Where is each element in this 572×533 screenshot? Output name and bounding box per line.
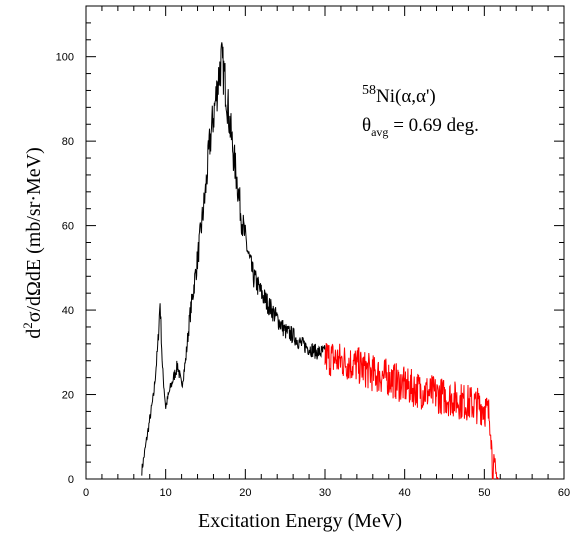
x-axis-ticks: 0 10 20 30 40 50 60 xyxy=(83,6,570,499)
reaction-text: Ni(α,α') xyxy=(376,86,436,107)
angle-subscript: avg xyxy=(371,125,388,139)
y-axis-title-rest: σ/dΩdE (mb/sr·MeV) xyxy=(23,147,45,322)
x-tick-label: 10 xyxy=(160,487,172,499)
reaction-mass-number: 58 xyxy=(362,83,376,98)
x-axis-title: Excitation Energy (MeV) xyxy=(198,510,402,532)
x-tick-label: 0 xyxy=(83,487,89,499)
x-tick-label: 40 xyxy=(399,487,411,499)
y-tick-label: 40 xyxy=(62,305,74,317)
y-axis-ticks: 0 20 40 60 80 100 xyxy=(56,5,564,486)
y-tick-label: 0 xyxy=(68,474,74,486)
angle-symbol: θ xyxy=(362,115,371,136)
y-tick-label: 60 xyxy=(62,221,74,233)
angle-text: = 0.69 deg. xyxy=(388,115,478,136)
spectrum-trace-red xyxy=(324,342,500,480)
angle-annotation: θavg = 0.69 deg. xyxy=(362,115,479,139)
x-tick-label: 60 xyxy=(558,487,570,499)
y-axis-title-d: d xyxy=(23,329,45,339)
series-layer xyxy=(141,42,500,480)
x-tick-label: 50 xyxy=(478,487,490,499)
y-tick-label: 20 xyxy=(62,390,74,402)
plot-frame xyxy=(85,5,565,480)
y-axis-title: d2σ/dΩdE (mb/sr·MeV) xyxy=(20,147,45,339)
x-tick-label: 30 xyxy=(319,487,331,499)
y-axis-title-exponent: 2 xyxy=(20,322,35,329)
reaction-annotation: 58Ni(α,α') xyxy=(362,83,436,107)
y-tick-label: 100 xyxy=(56,52,74,64)
spectrum-trace-black xyxy=(141,42,326,476)
y-tick-label: 80 xyxy=(62,136,74,148)
x-tick-label: 20 xyxy=(239,487,251,499)
